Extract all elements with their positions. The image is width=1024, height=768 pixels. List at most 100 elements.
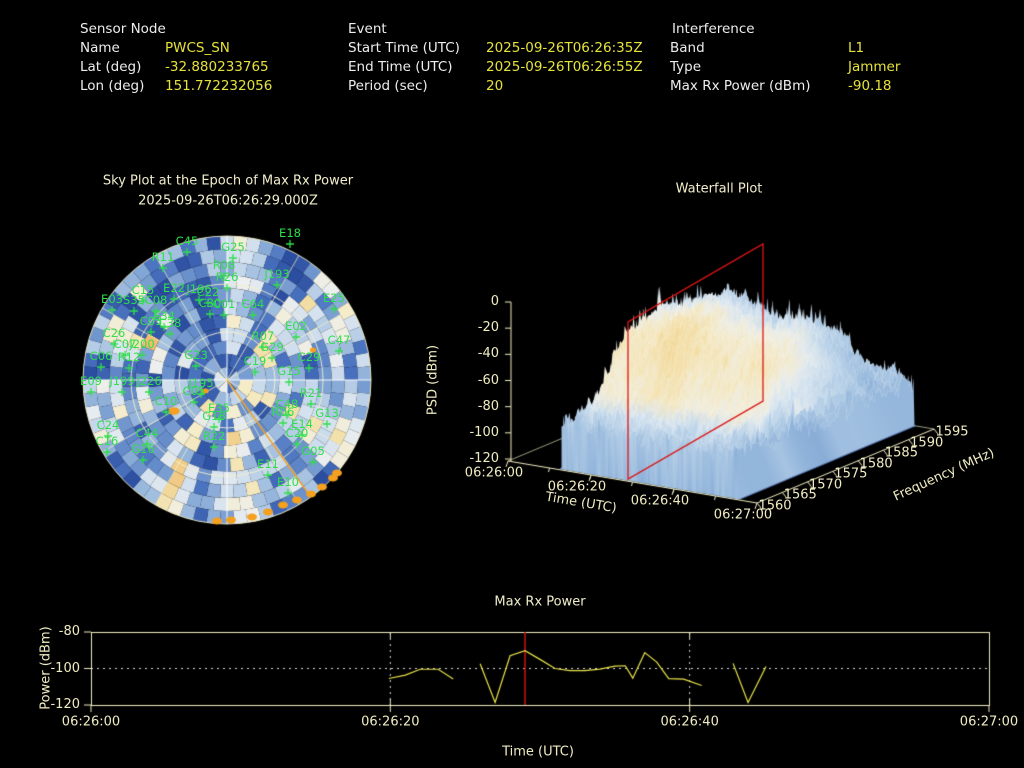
sensor-name-value: PWCS_SN xyxy=(165,40,230,56)
waterfall-time-tick-2: 06:26:40 xyxy=(630,493,690,509)
interference-maxpower-value: -90.18 xyxy=(848,78,892,94)
satellite-label-E02: E02 xyxy=(285,319,307,333)
satellite-label-R07: R07 xyxy=(251,329,275,343)
power-x-tick-1: 06:26:20 xyxy=(361,714,420,730)
sensor-lat-label: Lat (deg) xyxy=(80,59,142,75)
waterfall-psd-tick-0: 0 xyxy=(490,294,499,309)
satellite-label-J199: J199 xyxy=(109,374,135,388)
satellite-label-E14: E14 xyxy=(291,417,313,431)
interference-maxpower-label: Max Rx Power (dBm) xyxy=(670,78,811,94)
waterfall-title: Waterfall Plot xyxy=(675,181,763,197)
satellite-label-C20: C20 xyxy=(285,426,309,440)
sensor-name-label: Name xyxy=(80,40,120,56)
event-section-title: Event xyxy=(348,21,387,37)
satellite-label-S35: S35 xyxy=(123,293,145,307)
interference-type-label: Type xyxy=(670,59,702,75)
event-end-value: 2025-09-26T06:26:55Z xyxy=(486,59,643,75)
satellite-label-J196: J196 xyxy=(186,282,212,296)
waterfall-freq-tick-1575: 1575 xyxy=(834,466,868,482)
power-x-tick-3: 06:27:00 xyxy=(959,714,1019,730)
satellite-label-C26: C26 xyxy=(102,326,126,340)
satellite-label-R12: R12 xyxy=(117,350,141,364)
event-period-label: Period (sec) xyxy=(348,78,428,94)
satellite-label-G29: G29 xyxy=(260,340,284,354)
satellite-label-C24: C24 xyxy=(96,418,120,432)
sensor-node-section-title: Sensor Node xyxy=(80,21,166,37)
satellite-label-G05: G05 xyxy=(301,444,325,458)
waterfall-freq-tick-1570: 1570 xyxy=(809,477,843,493)
event-start-value: 2025-09-26T06:26:35Z xyxy=(486,40,643,56)
waterfall-freq-tick-1595: 1595 xyxy=(935,424,969,440)
satellite-label-C64: C64 xyxy=(241,297,265,311)
waterfall-psd-tick--120: -120 xyxy=(469,451,499,466)
interference-band-label: Band xyxy=(670,40,705,56)
power-x-axis-label: Time (UTC) xyxy=(502,744,574,760)
satellite-label-G23: G23 xyxy=(184,348,208,362)
waterfall-psd-tick--40: -40 xyxy=(477,346,499,362)
sensor-lon-label: Lon (deg) xyxy=(80,78,145,94)
waterfall-freq-tick-1565: 1565 xyxy=(783,487,817,503)
satellite-label-J195: J195 xyxy=(188,376,214,390)
satellite-label-C15: C15 xyxy=(131,283,155,297)
satellite-label-J193: J193 xyxy=(264,267,290,281)
event-end-label: End Time (UTC) xyxy=(348,59,453,75)
satellite-label-C44: C44 xyxy=(135,426,159,440)
waterfall-psd-tick--20: -20 xyxy=(477,320,499,336)
satellite-label-R11: R11 xyxy=(151,250,175,264)
satellite-label-E09: E09 xyxy=(80,374,102,388)
satellite-label-E22: E22 xyxy=(163,281,185,295)
satellite-label-E18: E18 xyxy=(279,226,301,240)
satellite-label-E25: E25 xyxy=(323,291,345,305)
satellite-label-G25: G25 xyxy=(221,240,245,254)
power-chart-title: Max Rx Power xyxy=(494,594,586,610)
waterfall-freq-tick-1590: 1590 xyxy=(910,435,944,451)
satellite-label-G16: G16 xyxy=(131,442,155,456)
satellite-label-R21: R21 xyxy=(299,386,323,400)
waterfall-freq-tick-1580: 1580 xyxy=(859,456,893,472)
interference-section-title: Interference xyxy=(672,21,755,37)
satellite-label-G18: G18 xyxy=(202,409,226,423)
interference-band-value: L1 xyxy=(848,40,865,56)
power-x-tick-2: 06:26:40 xyxy=(660,714,719,730)
satellite-label-J200: J200 xyxy=(129,337,155,351)
satellite-label-J226: J226 xyxy=(136,374,162,388)
satellite-label-C38: C38 xyxy=(158,316,182,330)
satellite-label-C45: C45 xyxy=(175,234,199,248)
satellite-label-G15: G15 xyxy=(277,364,301,378)
satellite-label-R22: R22 xyxy=(202,429,226,443)
satellite-label-C29: C29 xyxy=(297,350,321,364)
satellite-label-C30: C30 xyxy=(198,296,222,310)
satellite-label-E35: E35 xyxy=(208,401,230,415)
satellite-label-C16: C16 xyxy=(95,434,119,448)
sensor-lat-value: -32.880233765 xyxy=(165,59,269,75)
satellite-label-C07: C07 xyxy=(113,337,137,351)
satellite-label-E34: E34 xyxy=(153,309,175,323)
interference-type-value: Jammer xyxy=(848,59,901,75)
waterfall-time-tick-0: 06:26:00 xyxy=(464,465,524,481)
satellite-label-R08: R08 xyxy=(212,258,236,272)
satellite-label-C22: C22 xyxy=(196,285,220,299)
satellite-label-C10: C10 xyxy=(154,394,178,408)
satellite-label-C08: C08 xyxy=(144,293,168,307)
satellite-label-R26: R26 xyxy=(215,270,239,284)
satellite-label-R06: R06 xyxy=(271,405,295,419)
sensor-lon-value: 151.772232056 xyxy=(165,78,273,94)
satellite-label-G13: G13 xyxy=(315,406,339,420)
satellite-label-C48: C48 xyxy=(275,397,299,411)
power-y-tick--120: -120 xyxy=(50,697,80,712)
power-y-tick--100: -100 xyxy=(50,660,80,676)
power-y-tick--80: -80 xyxy=(58,624,80,639)
satellite-label-E11: E11 xyxy=(257,457,279,471)
satellite-label-E03: E03 xyxy=(101,292,123,306)
waterfall-psd-tick--60: -60 xyxy=(477,372,499,388)
waterfall-psd-tick--80: -80 xyxy=(477,398,499,414)
satellite-label-C47: C47 xyxy=(327,333,351,347)
satellite-label-C05: C05 xyxy=(182,384,206,398)
waterfall-psd-tick--100: -100 xyxy=(469,424,499,440)
waterfall-time-tick-3: 06:27:00 xyxy=(713,507,773,523)
satellite-label-C01: C01 xyxy=(212,297,236,311)
skyplot-epoch-subtitle: 2025-09-26T06:26:29.000Z xyxy=(138,193,318,209)
waterfall-time-tick-1: 06:26:20 xyxy=(547,479,607,495)
waterfall-freq-tick-1585: 1585 xyxy=(884,445,918,461)
